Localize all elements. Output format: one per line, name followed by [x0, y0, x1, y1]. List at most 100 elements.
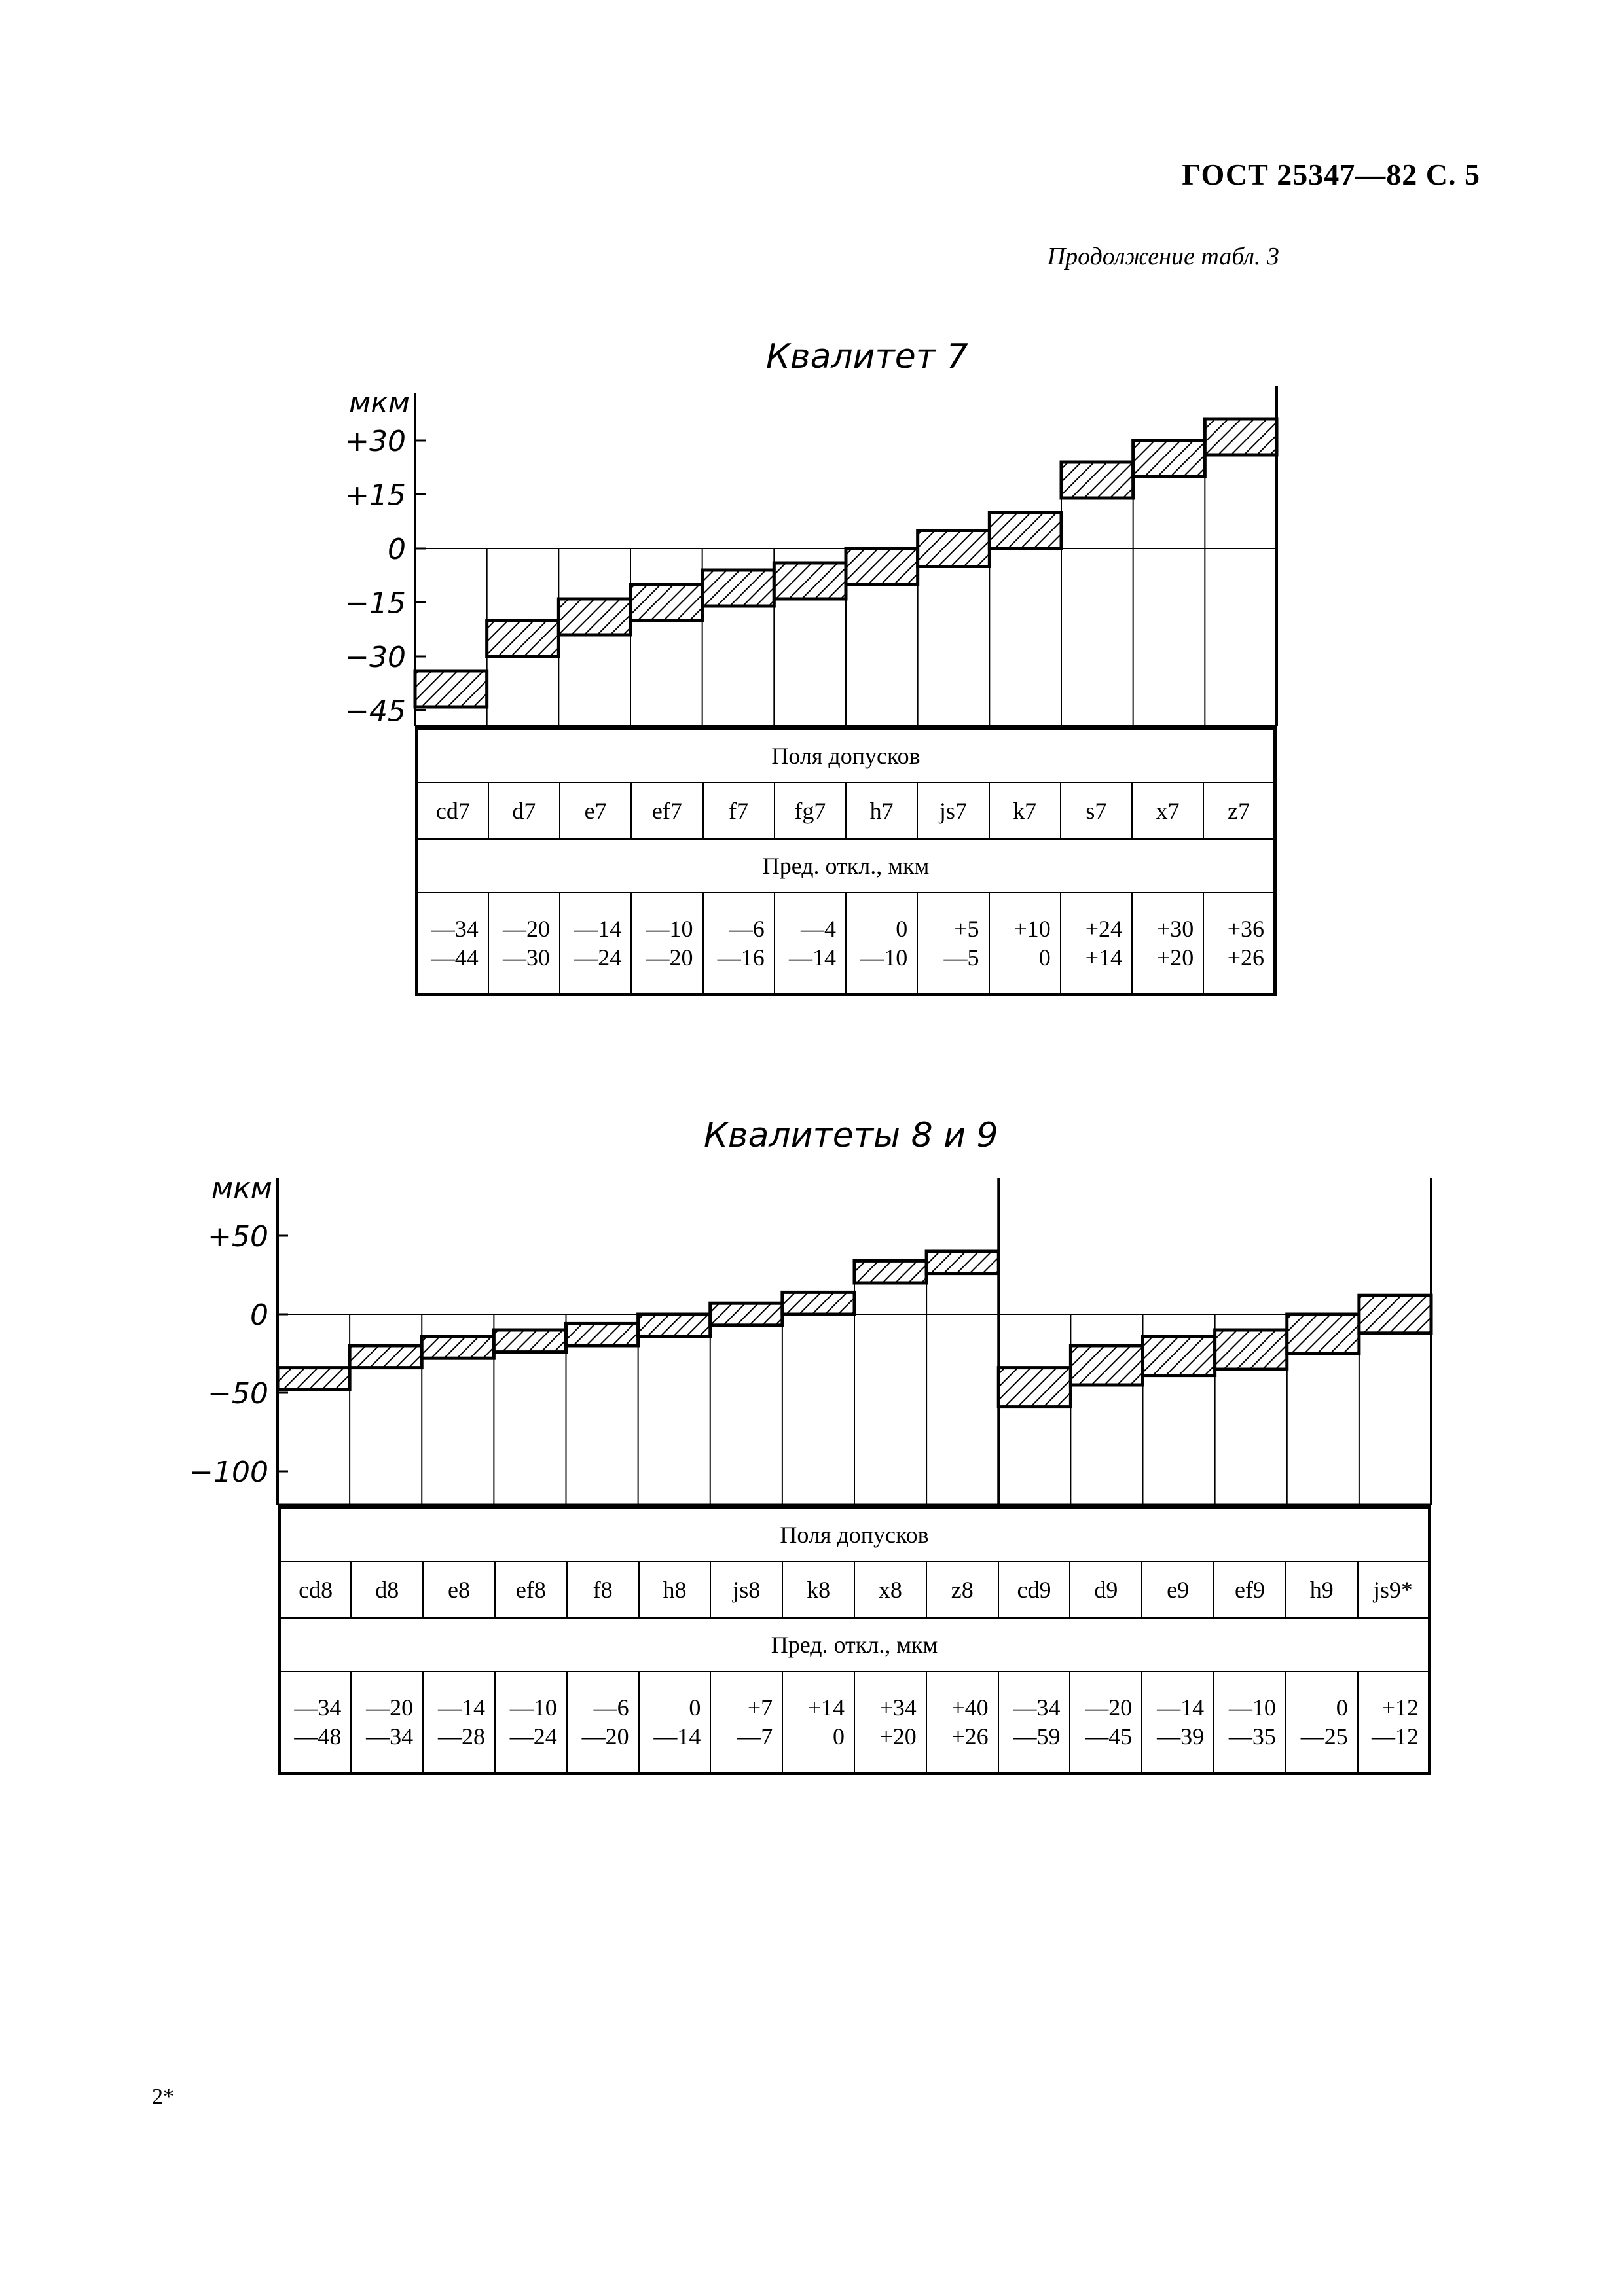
chart-title-quality-7: Квалитет 7 [766, 337, 968, 376]
upper-deviation: +30 [1156, 916, 1194, 942]
field-code: ef7 [630, 782, 704, 840]
field-code: cd7 [416, 782, 489, 840]
field-code: z7 [1203, 782, 1276, 840]
y-tick-label: +15 [345, 479, 406, 512]
tolerance-field-bar-cd8 [276, 1366, 352, 1391]
field-code: js8 [710, 1561, 784, 1619]
tolerance-field-bar-h8 [636, 1312, 712, 1338]
tolerance-field-bar-cd7 [413, 669, 489, 709]
lower-deviation: —30 [503, 944, 550, 971]
upper-deviation: +36 [1227, 916, 1264, 942]
field-deviations: —14 —28 [422, 1671, 496, 1774]
upper-deviation: —20 [503, 916, 550, 942]
field-code: ef8 [494, 1561, 568, 1619]
lower-deviation: —24 [509, 1723, 557, 1749]
upper-deviation: —10 [646, 916, 693, 942]
tolerance-field-bar-ef8 [492, 1328, 568, 1354]
tolerance-field-bar-z7 [1203, 417, 1279, 457]
tolerance-field-bar-x8 [852, 1259, 928, 1285]
upper-deviation: 0 [689, 1695, 701, 1721]
upper-deviation: —20 [1085, 1695, 1133, 1721]
y-tick-label: −100 [189, 1456, 268, 1489]
lower-deviation: —25 [1300, 1723, 1348, 1749]
lower-deviation: —12 [1372, 1723, 1419, 1749]
lower-deviation: —5 [943, 944, 979, 971]
lower-deviation: —20 [581, 1723, 629, 1749]
tolerance-field-bar-cd9 [996, 1366, 1072, 1409]
field-code: e8 [422, 1561, 496, 1619]
tolerance-field-bar-js7 [916, 529, 991, 568]
tolerance-field-bar-js9* [1357, 1293, 1433, 1335]
field-deviations: —6 —16 [702, 892, 775, 996]
tolerance-field-bar-k8 [780, 1290, 856, 1316]
field-code: x7 [1131, 782, 1205, 840]
lower-deviation: —28 [437, 1723, 485, 1749]
field-code: f7 [702, 782, 775, 840]
field-deviations: —34 —44 [416, 892, 489, 996]
deviations-label: Пред. откл., мкм [278, 1617, 1431, 1672]
upper-deviation: +40 [951, 1695, 989, 1721]
y-axis-unit: мкм [349, 386, 410, 420]
upper-deviation: —4 [801, 916, 836, 942]
upper-deviation: —14 [1157, 1695, 1205, 1721]
deviation-table-quality-8-9: Поля допусков cd8 d8 e8 ef8 f8 h8 js8 k8 x8 z8 cd9… [278, 1505, 1431, 1775]
field-code: f8 [566, 1561, 640, 1619]
field-deviations: +40 +26 [925, 1671, 999, 1774]
page-footer-mark: 2* [152, 2085, 174, 2109]
lower-deviation: —45 [1085, 1723, 1133, 1749]
field-deviations: +14 0 [782, 1671, 855, 1774]
upper-deviation: +34 [879, 1695, 917, 1721]
field-deviations: 0 —14 [638, 1671, 712, 1774]
y-tick-label: 0 [388, 533, 406, 566]
lower-deviation: —10 [860, 944, 908, 971]
tolerance-field-bar-ef9 [1213, 1328, 1289, 1371]
field-deviations: +34 +20 [854, 1671, 927, 1774]
upper-deviation: +12 [1381, 1695, 1419, 1721]
y-tick-label: −50 [208, 1377, 268, 1410]
field-code: e9 [1141, 1561, 1215, 1619]
field-deviations: —10 —35 [1213, 1671, 1286, 1774]
field-code: k7 [988, 782, 1061, 840]
field-deviations: —10 —24 [494, 1671, 568, 1774]
tolerance-field-bar-f8 [564, 1321, 640, 1348]
lower-deviation: +20 [1156, 944, 1194, 971]
field-code: d7 [487, 782, 561, 840]
field-deviations: —4 —14 [773, 892, 847, 996]
tolerance-field-bar-e8 [420, 1335, 496, 1360]
lower-deviation: +26 [1227, 944, 1264, 971]
field-code: h7 [845, 782, 919, 840]
upper-deviation: —14 [574, 916, 622, 942]
field-code: cd9 [997, 1561, 1071, 1619]
field-code: d8 [350, 1561, 424, 1619]
field-code: k8 [782, 1561, 855, 1619]
lower-deviation: —24 [574, 944, 622, 971]
field-deviations: —20 —45 [1069, 1671, 1143, 1774]
field-code: x8 [854, 1561, 927, 1619]
field-code: h8 [638, 1561, 712, 1619]
tolerance-field-bar-h9 [1285, 1312, 1361, 1355]
field-deviations: +12 —12 [1357, 1671, 1431, 1774]
upper-deviation: —10 [1228, 1695, 1276, 1721]
upper-deviation: +24 [1085, 916, 1122, 942]
field-deviations: +36 +26 [1203, 892, 1276, 996]
y-tick-label: −30 [345, 641, 406, 674]
upper-deviation: +7 [747, 1695, 773, 1721]
upper-deviation: —10 [509, 1695, 557, 1721]
deviations-label: Пред. откл., мкм [416, 838, 1276, 893]
y-tick-label: −15 [345, 587, 406, 620]
field-code: ef9 [1213, 1561, 1286, 1619]
tolerance-field-bar-f7 [701, 568, 776, 608]
lower-deviation: 0 [1038, 944, 1051, 971]
tolerance-field-bar-d8 [348, 1344, 424, 1370]
tolerance-field-bar-s7 [1059, 460, 1135, 500]
lower-deviation: —14 [789, 944, 836, 971]
lower-deviation: —44 [431, 944, 479, 971]
document-header: ГОСТ 25347—82 С. 5 [1182, 158, 1480, 191]
y-tick-label: +30 [345, 425, 406, 458]
tolerance-field-bar-k7 [987, 511, 1063, 550]
field-deviations: +5 —5 [917, 892, 990, 996]
y-tick-label: 0 [250, 1299, 268, 1332]
upper-deviation: +5 [954, 916, 979, 942]
field-deviations: —20 —30 [487, 892, 561, 996]
fields-label: Поля допусков [278, 1506, 1431, 1562]
